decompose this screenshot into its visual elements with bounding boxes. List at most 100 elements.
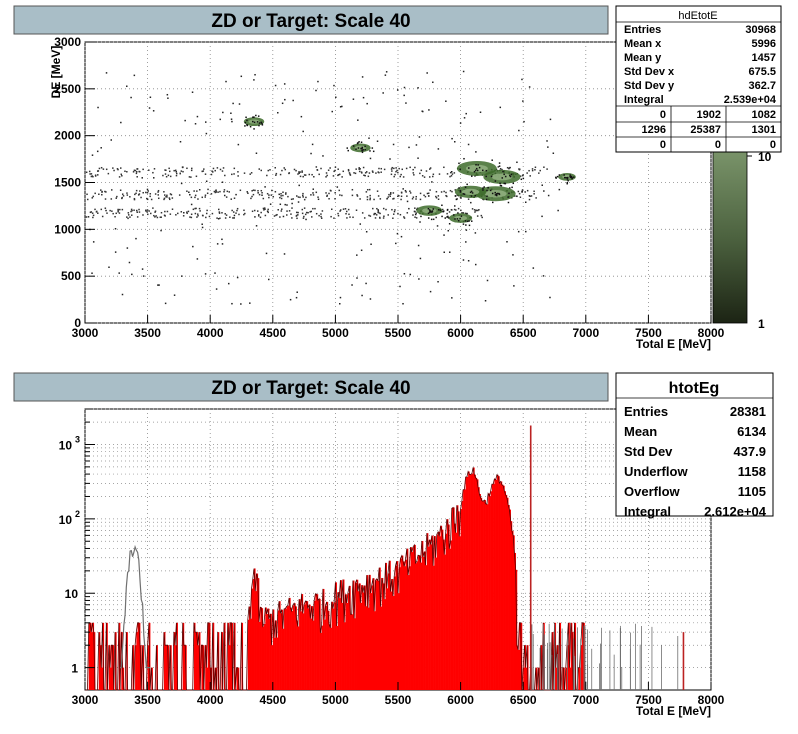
top-band-point (296, 217, 298, 220)
top-band-point (352, 216, 354, 219)
histogram-bin (441, 529, 444, 690)
top-band-point (291, 217, 293, 219)
top-band-point (284, 168, 287, 171)
histogram-bin (459, 536, 461, 690)
top-cluster-point (485, 169, 488, 172)
top-band-point (193, 190, 195, 192)
top-band-point (451, 173, 454, 175)
histogram-bin (310, 618, 312, 690)
top-scatter-point (219, 118, 221, 121)
top-stat-value: 30968 (745, 24, 776, 36)
top-scatter-point (204, 273, 207, 275)
top-band-point (397, 171, 399, 174)
top-cluster-point (471, 192, 474, 194)
top-scatter-point (302, 130, 304, 133)
top-scatter-point (467, 259, 470, 262)
histogram-bin (364, 585, 366, 690)
top-band-point (199, 210, 201, 212)
top-band-point (337, 174, 339, 177)
top-band-point (457, 207, 460, 210)
top-scatter-point (221, 181, 224, 183)
top-band-point (181, 166, 184, 169)
bottom-y-tick-label: 10 (59, 438, 73, 452)
top-band-point (188, 176, 191, 178)
histogram-bin (525, 667, 528, 690)
top-scatter-point (467, 143, 470, 146)
top-band-point (225, 214, 228, 216)
histogram-bin (302, 613, 305, 690)
top-band-point (376, 190, 379, 192)
top-band-point (346, 217, 348, 219)
top-band-point (307, 211, 309, 214)
histogram-bin (478, 487, 480, 690)
top-band-point (330, 215, 332, 218)
bottom-stats-box: htotEg Entries 28381 Mean 6134 Std Dev 437.9 U… (615, 372, 774, 519)
top-band-point (215, 190, 217, 192)
top-cluster-point (456, 218, 459, 220)
top-band-point (394, 173, 396, 176)
histogram-bin (322, 588, 325, 690)
histogram-bin (436, 534, 439, 690)
top-band-point (116, 168, 119, 170)
top-band-point (508, 167, 510, 170)
top-band-point (360, 171, 363, 173)
top-band-point (519, 175, 522, 177)
top-cluster-point (503, 182, 505, 185)
top-cluster-point (431, 210, 434, 212)
top-scatter-point (523, 120, 525, 123)
top-band-point (280, 193, 282, 195)
top-cluster-point (249, 125, 252, 128)
top-band-point (232, 211, 235, 213)
top-band-point (359, 198, 361, 200)
top-scatter-point (238, 103, 241, 105)
top-cluster-point (462, 193, 465, 195)
top-band-point (392, 213, 395, 215)
top-scatter-point (403, 94, 405, 97)
top-band-point (92, 175, 94, 178)
top-cluster-point (257, 115, 260, 117)
histogram-bin (471, 473, 474, 690)
top-band-point (351, 194, 354, 197)
top-band-point (303, 198, 306, 201)
histogram-bin (249, 606, 251, 690)
top-band-point (320, 167, 322, 170)
top-band-point (279, 173, 282, 176)
top-band-point (304, 174, 307, 176)
top-band-point (369, 194, 371, 197)
top-band-point (232, 217, 234, 219)
top-band-point (197, 198, 199, 200)
top-band-point (262, 207, 265, 210)
histogram-bin (285, 608, 287, 690)
top-band-point (268, 194, 270, 196)
top-band-point (531, 168, 534, 170)
top-band-point (102, 168, 105, 170)
histogram-bin (305, 601, 307, 690)
top-band-point (429, 189, 431, 191)
top-band-point (169, 198, 171, 201)
histogram-bin (456, 505, 459, 690)
histogram-bin (486, 504, 489, 690)
top-band-point (341, 194, 343, 197)
top-band-point (349, 174, 352, 176)
top-scatter-point (190, 203, 193, 206)
top-band-point (246, 191, 248, 193)
top-scatter-point (428, 109, 430, 111)
top-band-point (211, 212, 214, 215)
top-scatter-point (249, 302, 251, 304)
top-cluster-point (261, 122, 263, 125)
top-band-point (344, 208, 347, 210)
top-band-point (154, 216, 156, 218)
top-scatter-point (395, 242, 397, 245)
top-scatter-point (365, 171, 368, 173)
top-scatter-point (389, 158, 391, 160)
histogram-bin (332, 608, 335, 690)
histogram-bin (445, 533, 448, 690)
top-band-point (446, 212, 448, 215)
top-cluster-point (427, 212, 430, 214)
top-band-point (337, 168, 339, 170)
top-band-point (190, 196, 193, 199)
top-band-point (280, 210, 283, 212)
bottom-x-tick-label: 3500 (134, 693, 161, 707)
top-scatter-point (126, 247, 129, 249)
top-cluster-point (491, 201, 494, 204)
